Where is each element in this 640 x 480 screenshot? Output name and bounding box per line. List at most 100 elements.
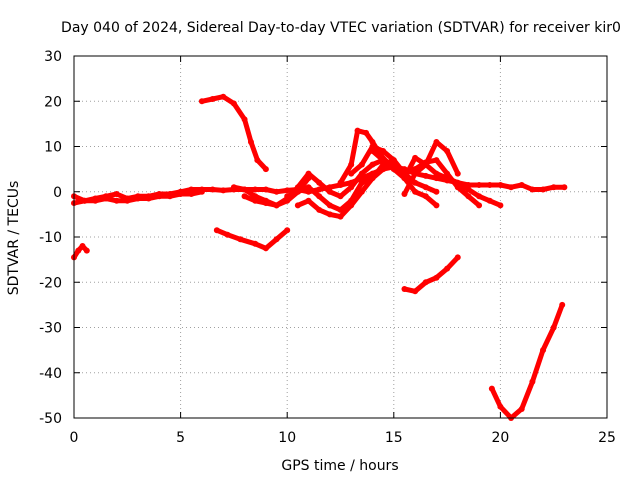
data-point: [213, 227, 220, 234]
data-point: [348, 161, 355, 168]
x-tick-label: 10: [278, 430, 296, 446]
data-point: [124, 197, 131, 204]
data-point: [247, 138, 254, 145]
data-point: [369, 148, 376, 155]
data-point: [252, 186, 259, 193]
x-tick-label: 0: [70, 430, 79, 446]
data-point: [224, 231, 231, 238]
data-point: [358, 179, 365, 186]
y-tick-label: -40: [39, 366, 62, 382]
data-point: [134, 195, 141, 202]
grid-lines: [74, 56, 607, 418]
data-point: [188, 191, 195, 198]
data-point: [561, 184, 568, 191]
data-point: [284, 227, 291, 234]
plot-frame: [73, 55, 608, 419]
data-point: [433, 188, 440, 195]
data-point: [380, 148, 387, 155]
data-point: [209, 95, 216, 102]
data-point: [401, 286, 408, 293]
data-point: [156, 193, 163, 200]
y-tick-label: 10: [44, 140, 62, 156]
data-point: [412, 154, 419, 161]
data-point: [262, 186, 269, 193]
data-point: [220, 187, 227, 194]
data-point: [454, 254, 461, 261]
data-point: [518, 181, 525, 188]
data-point: [390, 157, 397, 164]
data-point: [412, 188, 419, 195]
data-point: [273, 188, 280, 195]
data-point: [316, 193, 323, 200]
data-point: [422, 184, 429, 191]
data-point: [113, 197, 120, 204]
data-point: [540, 347, 547, 354]
data-point: [529, 186, 536, 193]
data-point: [241, 116, 248, 123]
data-point: [337, 179, 344, 186]
data-point: [348, 202, 355, 209]
data-point: [476, 181, 483, 188]
data-point: [433, 202, 440, 209]
data-point: [326, 188, 333, 195]
data-point: [284, 193, 291, 200]
data-point: [326, 202, 333, 209]
data-point: [348, 170, 355, 177]
data-point: [254, 157, 261, 164]
series-track-h: [284, 166, 386, 213]
data-point: [358, 161, 365, 168]
data-point: [422, 279, 429, 286]
data-point: [529, 378, 536, 385]
data-point: [316, 206, 323, 213]
series-track-a: [71, 243, 90, 260]
data-point: [444, 148, 451, 155]
y-tick-label: 30: [44, 49, 62, 65]
data-point: [145, 195, 152, 202]
data-point: [241, 193, 248, 200]
y-tick-label: -50: [39, 411, 62, 427]
data-point: [220, 93, 227, 100]
data-point: [488, 385, 495, 392]
data-point: [390, 161, 397, 168]
data-point: [75, 247, 82, 254]
data-point: [412, 288, 419, 295]
data-point: [326, 211, 333, 218]
data-point: [83, 247, 90, 254]
data-point: [252, 240, 259, 247]
data-point: [454, 184, 461, 191]
data-point: [369, 161, 376, 168]
data-point: [444, 265, 451, 272]
series-track-p: [489, 302, 565, 421]
data-point: [354, 127, 361, 134]
data-point: [102, 195, 109, 202]
data-point: [433, 274, 440, 281]
data-point: [305, 184, 312, 191]
data-point: [209, 186, 216, 193]
data-point: [358, 188, 365, 195]
data-point: [294, 188, 301, 195]
data-point: [241, 186, 248, 193]
data-point: [401, 170, 408, 177]
data-point: [476, 202, 483, 209]
data-point: [369, 175, 376, 182]
y-tick-label: -20: [39, 275, 62, 291]
data-point: [337, 193, 344, 200]
data-point: [363, 129, 370, 136]
data-point: [230, 100, 237, 107]
data-point: [273, 202, 280, 209]
data-point: [433, 157, 440, 164]
data-point: [476, 193, 483, 200]
series-track-n: [402, 139, 461, 197]
data-point: [198, 98, 205, 105]
data-point: [262, 166, 269, 173]
data-point: [113, 191, 120, 198]
data-point: [486, 197, 493, 204]
data-point: [177, 191, 184, 198]
chart-title: Day 040 of 2024, Sidereal Day-to-day VTE…: [61, 20, 621, 36]
data-point: [230, 184, 237, 191]
data-point: [497, 403, 504, 410]
data-point: [237, 236, 244, 243]
data-point: [305, 170, 312, 177]
data-point: [508, 184, 515, 191]
